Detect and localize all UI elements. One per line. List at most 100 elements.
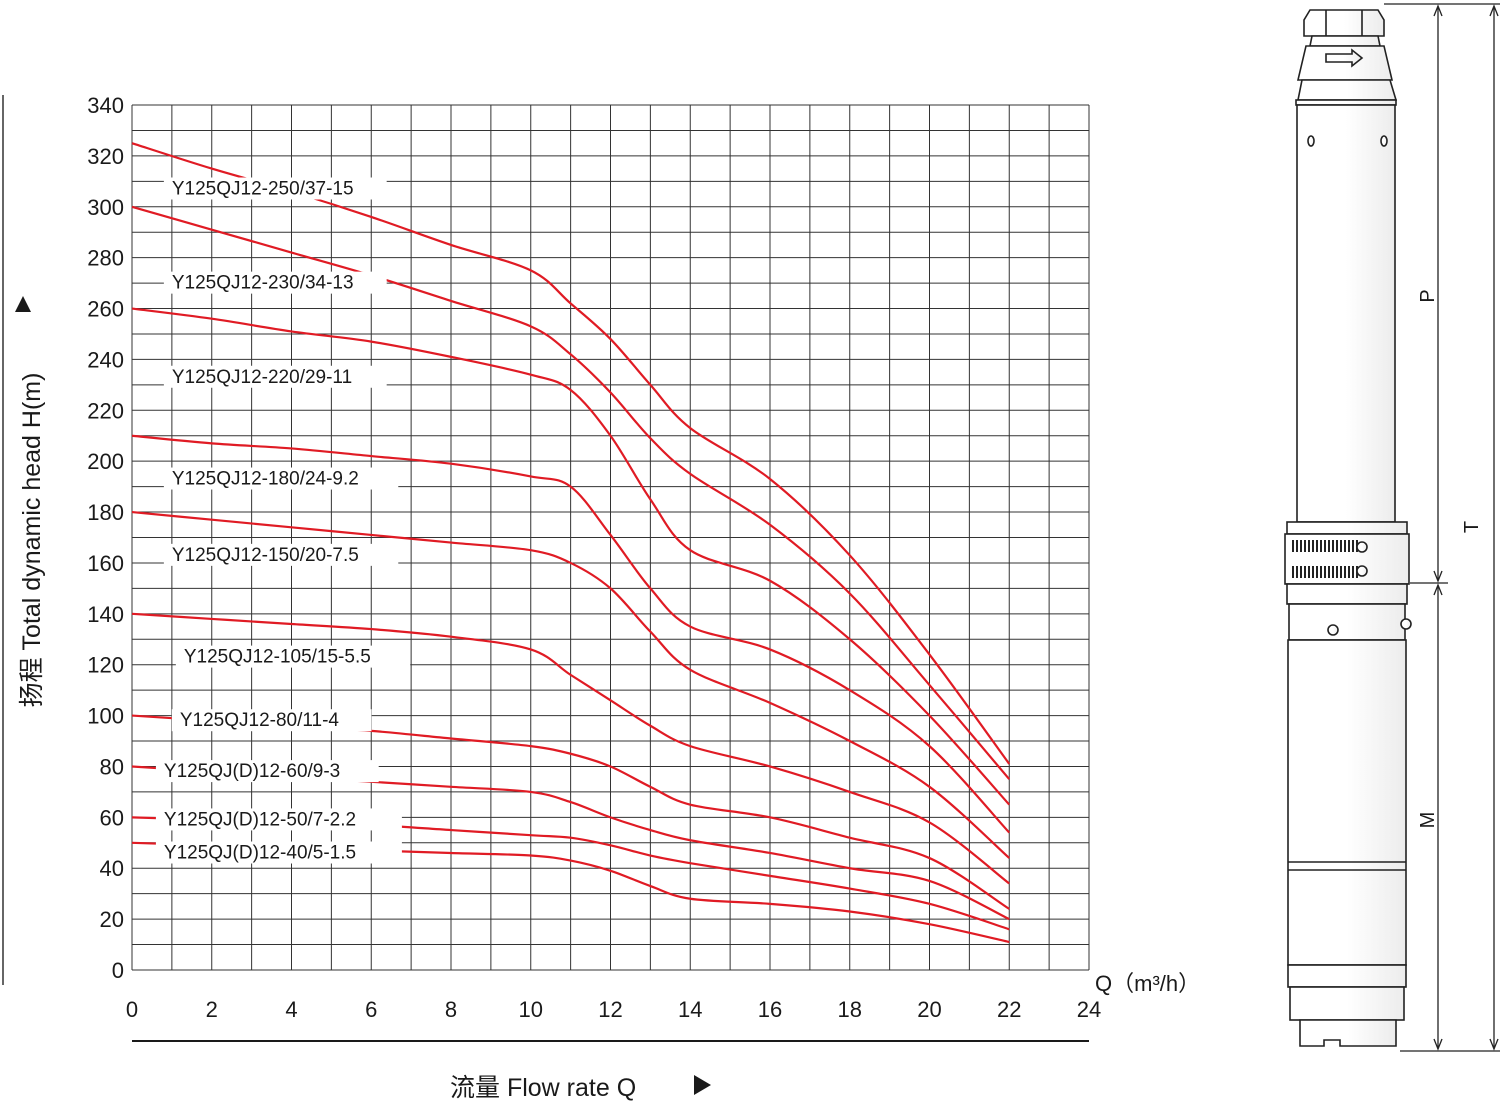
screen-slot	[1352, 566, 1354, 578]
screen-slot	[1348, 540, 1350, 552]
dim-arrow-icon	[1433, 1038, 1443, 1051]
dimension-T-label: T	[1461, 521, 1483, 533]
curve-series-3	[131, 434, 1011, 834]
dimension-M-label: M	[1417, 812, 1439, 829]
screen-slot	[1348, 566, 1350, 578]
screen-slot	[1304, 540, 1306, 552]
y-tick-label: 260	[87, 297, 124, 322]
screen-slot	[1316, 540, 1318, 552]
screen-slot	[1340, 540, 1342, 552]
dim-arrow-icon	[1433, 570, 1443, 583]
x-tick-label: 20	[917, 997, 941, 1022]
x-tick-label: 10	[519, 997, 543, 1022]
y-tick-label: 100	[87, 704, 124, 729]
dim-arrow-icon	[1433, 583, 1443, 596]
screen-slot	[1336, 540, 1338, 552]
x-tick-label: 14	[678, 997, 702, 1022]
y-tick-label: 0	[112, 958, 124, 983]
screen-slot	[1296, 540, 1298, 552]
curve-label: Y125QJ(D)12-40/5-1.5	[164, 843, 356, 864]
curve-label-backing	[155, 808, 402, 831]
curve-series-5	[131, 612, 1010, 885]
y-tick-labels: 0 20 40 60 80 100 120 140 160 180 200 220 240 260 280 3…	[87, 93, 124, 983]
screen-slot	[1340, 566, 1342, 578]
outlet-hex-nut	[1303, 9, 1385, 37]
curve-label-backing	[155, 760, 379, 783]
y-tick-label: 40	[100, 856, 124, 881]
curve-label-backing	[175, 645, 411, 668]
curve-label: Y125QJ(D)12-60/9-3	[164, 761, 340, 782]
screen-slot	[1292, 566, 1294, 578]
y-tick-label: 160	[87, 551, 124, 576]
screen-slot	[1344, 566, 1346, 578]
curve-label-backing	[171, 709, 372, 732]
x-tick-label: 24	[1077, 997, 1101, 1022]
screen-slot	[1312, 566, 1314, 578]
dim-arrow-icon	[1489, 1038, 1499, 1051]
dimension-lines	[1384, 3, 1500, 1052]
curve-label: Y125QJ12-250/37-15	[172, 179, 354, 200]
x-tick-label: 0	[126, 997, 138, 1022]
y-tick-label: 120	[87, 653, 124, 678]
screw-icon	[1356, 541, 1368, 553]
curve-series-1	[131, 205, 1011, 780]
screw-icon	[1356, 565, 1368, 577]
x-tick-label: 2	[206, 997, 218, 1022]
intake-screen-slots	[1292, 540, 1358, 578]
dim-arrow-icon	[1489, 4, 1499, 17]
screen-slot	[1332, 566, 1334, 578]
y-tick-label: 140	[87, 602, 124, 627]
x-axis-title: 流量 Flow rate Q	[450, 1074, 636, 1102]
intake-screen	[1284, 533, 1410, 585]
chart-grid	[131, 104, 1090, 971]
curve-label-backing	[155, 841, 402, 864]
screen-slot	[1304, 566, 1306, 578]
curve-label: Y125QJ(D)12-50/7-2.2	[164, 809, 356, 830]
curve-label: Y125QJ12-105/15-5.5	[184, 647, 371, 668]
curve-label: Y125QJ12-180/24-9.2	[172, 469, 359, 490]
x-tick-label: 6	[365, 997, 377, 1022]
x-tick-label: 18	[838, 997, 862, 1022]
x-axis-unit: Q（m³/h）	[1095, 971, 1200, 996]
check-valve-body	[1296, 45, 1394, 81]
screen-slot	[1320, 566, 1322, 578]
bolt-hole	[1380, 135, 1388, 147]
curve-label-backing	[163, 543, 399, 566]
outlet-neck	[1309, 35, 1381, 47]
curve-label: Y125QJ12-230/34-13	[172, 273, 354, 294]
curve-labels: Y125QJ12-250/37-15 Y125QJ12-230/34-13 Y125…	[155, 177, 411, 864]
dimension-P-label: P	[1417, 289, 1439, 302]
y-tick-label: 200	[87, 449, 124, 474]
screen-slot	[1352, 540, 1354, 552]
curve-label-backing	[163, 177, 387, 200]
y-tick-label: 320	[87, 144, 124, 169]
screen-slot	[1344, 540, 1346, 552]
screen-slot	[1312, 540, 1314, 552]
y-axis-title: 扬程 Total dynamic head H(m)	[18, 373, 46, 708]
motor-foot	[1299, 1019, 1397, 1047]
curve-label-backing	[163, 365, 387, 388]
curve-label-backing	[163, 271, 387, 294]
dim-arrow-icon	[1433, 4, 1443, 17]
screen-slot	[1328, 566, 1330, 578]
screen-slot	[1332, 540, 1334, 552]
curve-label: Y125QJ12-220/29-11	[172, 367, 352, 388]
curve-label-backing	[163, 467, 399, 490]
screen-slot	[1324, 566, 1326, 578]
curve-label: Y125QJ12-150/20-7.5	[172, 545, 359, 566]
screw-icon	[1327, 624, 1339, 636]
pump-upper-tube	[1296, 104, 1396, 523]
y-axis-arrow-icon	[15, 296, 31, 312]
y-tick-label: 80	[100, 754, 124, 779]
screen-slot	[1328, 540, 1330, 552]
intake-flange-bottom	[1286, 583, 1408, 605]
curve-series-4	[131, 510, 1010, 859]
x-tick-label: 4	[285, 997, 297, 1022]
screen-slot	[1300, 540, 1302, 552]
screw-icon	[1400, 618, 1412, 630]
curve-series-2	[131, 307, 1011, 806]
y-tick-label: 180	[87, 500, 124, 525]
intake-flange-top	[1286, 521, 1408, 535]
motor-base	[1289, 986, 1405, 1021]
